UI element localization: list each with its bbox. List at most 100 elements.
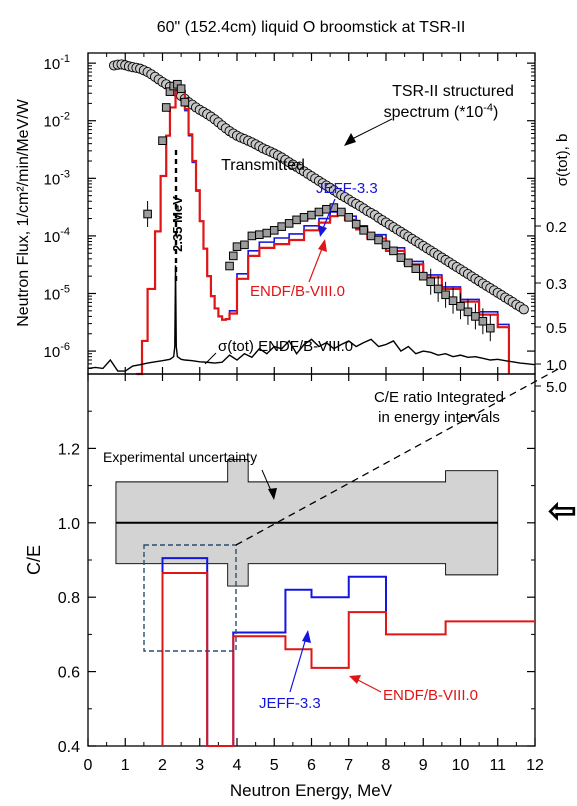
flux-y-tick-mantissa: 10: [44, 114, 61, 131]
measured-flux-point: [344, 213, 354, 222]
flux-series: [87, 59, 536, 376]
measured-flux-point: [418, 271, 428, 281]
ce-series: [115, 459, 535, 747]
flux-y-axis-label-text: Neutron Flux, 1/cm²/min/MeV/W: [15, 98, 32, 327]
measured-flux-point: [228, 251, 238, 261]
flux-y-tick-label: 10-5: [44, 283, 70, 303]
measured-flux-point: [307, 210, 316, 220]
flux-y-tick-exponent: -5: [60, 283, 70, 295]
jeff-ce-step-line: [161, 557, 387, 747]
x-tick-label: 7: [344, 757, 353, 774]
ce-y-tick-label: 1.0: [58, 516, 80, 533]
ce-axes: 0.40.60.81.01.20 1 2 3 4 5 6 7 8 9 10 11 12: [58, 374, 544, 774]
ce-ratio-label-1: C/E ratio Integrated: [374, 389, 504, 406]
x-axis-label: Neutron Energy, MeV: [230, 781, 393, 800]
measured-flux-point: [404, 258, 413, 268]
endf-bottom-pointer: [355, 678, 382, 693]
x-tick-label: 12: [526, 757, 544, 774]
measured-flux-point: [359, 226, 368, 235]
measured-flux-point: [255, 230, 264, 239]
flux-y-tick-exponent: -2: [60, 111, 70, 123]
measured-flux-point: [448, 296, 458, 305]
flux-y-tick-mantissa: 10: [44, 344, 61, 361]
flux-y-tick-label: 10-4: [44, 226, 70, 246]
x-tick-label: 0: [84, 757, 93, 774]
measured-flux-point: [299, 213, 309, 222]
tsr-label-exponent: -4: [483, 102, 493, 114]
measured-flux-point: [456, 301, 465, 311]
sigma-axis-tick-label: 0.3: [546, 276, 567, 293]
x-tick-label: 9: [419, 757, 428, 774]
zoom-dashed-box: [143, 544, 237, 652]
hollow-arrow-icon: ⇦: [548, 492, 577, 530]
sigma-total-line: [87, 265, 536, 372]
measured-flux-point: [463, 307, 473, 317]
jeff-bottom-label: JEFF-3.3: [259, 695, 321, 712]
ce-y-tick-label: 0.6: [58, 665, 80, 682]
ce-ratio-label-2: in energy intervals: [378, 409, 500, 426]
exp-uncertainty-label: Experimental uncertainty: [103, 449, 257, 465]
measured-flux-point: [284, 219, 294, 228]
jeff-bottom-pointer: [289, 637, 307, 693]
flux-y-tick-mantissa: 10: [44, 56, 61, 73]
measured-flux-point: [176, 84, 186, 93]
measured-flux-point: [158, 136, 167, 146]
x-tick-label: 4: [233, 757, 242, 774]
endf-top-pointer: [308, 245, 324, 283]
flux-y-tick-exponent: -1: [60, 53, 70, 65]
x-tick-label: 11: [489, 757, 506, 774]
sigma-axis: σ(tot), b 0.2 0.3 0.5 1.0 5.0: [535, 134, 571, 396]
x-tick-label: 6: [307, 757, 316, 774]
measured-flux-point: [329, 203, 339, 212]
tsr-spectrum-point: [518, 304, 529, 315]
flux-y-tick-label: 10-6: [44, 341, 70, 361]
flux-y-tick-exponent: -4: [60, 226, 70, 238]
ce-y-tick-label: 0.4: [58, 739, 80, 756]
tsr-label-line1: TSR-II structured: [392, 83, 514, 100]
measured-flux-point: [486, 323, 495, 333]
endf-top-label: ENDF/B-VIII.0: [250, 283, 345, 300]
x-tick-label: 1: [121, 757, 130, 774]
flux-y-axis-label: Neutron Flux, 1/cm²/min/MeV/W: [15, 98, 32, 327]
peak-energy-label: 2.35 MeV: [170, 196, 185, 252]
zoom-connector: [235, 367, 561, 546]
x-tick-label: 2: [158, 757, 167, 774]
measured-flux-point: [161, 103, 171, 112]
jeff-bottom-arrowhead: [302, 630, 311, 643]
measured-flux-point: [232, 242, 242, 251]
measured-flux-point: [225, 261, 234, 271]
chart-title: 60" (152.4cm) liquid O broomstick at TSR…: [157, 19, 466, 36]
measured-flux-point: [478, 316, 488, 326]
tsr-spectrum-label-2: spectrum (*10-4): [384, 102, 499, 121]
measured-flux-point: [351, 219, 361, 229]
x-tick-label: 10: [452, 757, 470, 774]
ce-panel: 0.40.60.81.01.20 1 2 3 4 5 6 7 8 9 10 11 12 C/E: [24, 373, 544, 774]
sigma-axis-label: σ(tot), b: [554, 134, 571, 187]
flux-y-tick-label: 10-2: [44, 111, 70, 131]
measured-flux-point: [322, 204, 331, 214]
sigma-axis-tick-label: 0.2: [546, 219, 567, 236]
flux-panel: 10-110-210-310-410-510-6 Neutron Flux, 1…: [15, 52, 536, 376]
tsr-label-close: ): [493, 104, 498, 121]
x-tick-label: 5: [270, 757, 279, 774]
measured-flux-point: [433, 284, 443, 294]
measured-flux-point: [277, 222, 286, 231]
flux-y-tick-mantissa: 10: [44, 286, 61, 303]
measured-flux-point: [180, 97, 190, 107]
x-tick-label: 8: [382, 757, 391, 774]
endf-bottom-label: ENDF/B-VIII.0: [383, 687, 478, 704]
tsr-pointer-line: [349, 118, 393, 141]
sigma-axis-tick-label: 0.5: [546, 320, 567, 337]
measured-flux-point: [314, 207, 324, 217]
exp-uncertainty-arrowhead: [268, 488, 277, 500]
measured-flux-point: [247, 231, 257, 241]
ce-y-axis-label: C/E: [24, 545, 44, 575]
jeff-top-label: JEFF-3.3: [316, 180, 378, 197]
flux-y-tick-label: 10-1: [44, 53, 70, 73]
measured-flux-point: [426, 277, 435, 287]
jeff-top-pointer: [321, 198, 336, 232]
measured-flux-point: [396, 253, 406, 262]
measured-flux-point: [269, 226, 279, 235]
sigma-total-label: σ(tot) ENDF/B-VIII.0: [218, 338, 353, 355]
